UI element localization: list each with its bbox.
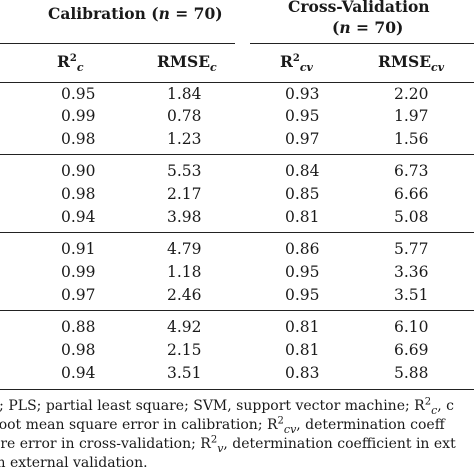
table-row-g3-r2-r2c: 0.99 <box>61 263 96 281</box>
calibration-header: Calibration (n = 70) <box>48 5 223 23</box>
footnote-line-2: root mean square error in calibration; R… <box>0 415 474 436</box>
table-row-g2-r2-r2c: 0.98 <box>61 185 96 203</box>
header-rule-crossval <box>250 43 474 44</box>
crossval-n-prefix: ( <box>332 18 340 37</box>
footnote-line-2-a: root mean square error in calibration; R <box>0 417 278 433</box>
r2cv-sub: cv <box>299 61 313 75</box>
table-row-g3-r1-rmsecv: 5.77 <box>394 240 429 258</box>
r2c-sub: c <box>76 61 84 75</box>
table-row-g3-r2-r2cv: 0.95 <box>285 263 320 281</box>
footnote-line-1-a: s; PLS; partial least square; SVM, suppo… <box>0 398 425 414</box>
table-row-g1-r2-rmsecv: 1.97 <box>394 107 429 125</box>
table-row-g3-r2-rmsec: 1.18 <box>167 263 202 281</box>
table-row-g1-r2-rmsec: 0.78 <box>167 107 202 125</box>
table-row-g3-r2-rmsecv: 3.36 <box>394 263 429 281</box>
r2c-base: R <box>57 52 70 71</box>
table-row-g1-r1-rmsec: 1.84 <box>167 85 202 103</box>
group-divider-3 <box>0 310 474 311</box>
rmsecv-base: RMSE <box>378 52 432 71</box>
table-row-g1-r2-r2cv: 0.95 <box>285 107 320 125</box>
table-row-g2-r1-r2c: 0.90 <box>61 162 96 180</box>
table-row-g3-r3-rmsec: 2.46 <box>167 286 202 304</box>
crossval-suffix: = 70) <box>350 18 404 37</box>
footnote-line-2-sub: cv <box>283 422 297 436</box>
table-row-g3-r3-rmsecv: 3.51 <box>394 286 429 304</box>
calibration-n: n <box>158 4 170 23</box>
table-row-g4-r3-rmsecv: 5.88 <box>394 364 429 382</box>
table-row-g2-r3-rmsec: 3.98 <box>167 208 202 226</box>
group-divider-1 <box>0 154 474 155</box>
table-row-g2-r2-rmsec: 2.17 <box>167 185 202 203</box>
table-row-g2-r2-r2cv: 0.85 <box>285 185 320 203</box>
table-row-g1-r1-r2cv: 0.93 <box>285 85 320 103</box>
table-row-g1-r3-r2cv: 0.97 <box>285 130 320 148</box>
footnote-line-3-b: , determination coefficient in ext <box>223 436 456 452</box>
r2cv-base: R <box>280 52 293 71</box>
table-row-g4-r1-r2cv: 0.81 <box>285 318 320 336</box>
table-row-g2-r3-rmsecv: 5.08 <box>394 208 429 226</box>
table-row-g4-r1-r2c: 0.88 <box>61 318 96 336</box>
crossval-header-line2: (n = 70) <box>332 19 403 37</box>
footnote-line-3: are error in cross-validation; R2v, dete… <box>0 434 474 455</box>
column-header-r2c: R2c <box>57 52 84 75</box>
rmsec-sub: c <box>210 61 217 75</box>
footnote-line-1-sup: 2 <box>424 396 432 408</box>
column-header-rmsec: RMSEc <box>157 52 217 75</box>
footnote-line-3-sub: v <box>217 441 224 455</box>
table-row-g3-r3-r2cv: 0.95 <box>285 286 320 304</box>
crossval-n: n <box>339 18 351 37</box>
table-row-g4-r1-rmsecv: 6.10 <box>394 318 429 336</box>
table-row-g2-r3-r2c: 0.94 <box>61 208 96 226</box>
footnote-line-3-sup: 2 <box>210 434 218 446</box>
column-header-rule <box>0 82 474 83</box>
calibration-suffix: = 70) <box>169 4 223 23</box>
footnote-line-1: s; PLS; partial least square; SVM, suppo… <box>0 396 474 417</box>
table-row-g4-r2-rmsecv: 6.69 <box>394 341 429 359</box>
table-row-g4-r2-r2cv: 0.81 <box>285 341 320 359</box>
r2cv-sup: 2 <box>292 52 300 64</box>
table-row-g2-r1-rmsec: 5.53 <box>167 162 202 180</box>
column-header-r2cv: R2cv <box>280 52 313 75</box>
table-row-g3-r1-r2c: 0.91 <box>61 240 96 258</box>
footnote-line-4: in external validation. <box>0 455 148 471</box>
table-bottom-rule <box>0 389 474 390</box>
column-header-rmsecv: RMSEcv <box>378 52 445 75</box>
footnote-line-1-b: , c <box>437 398 454 414</box>
table-row-g4-r1-rmsec: 4.92 <box>167 318 202 336</box>
table-row-g3-r1-r2cv: 0.86 <box>285 240 320 258</box>
table-row-g4-r3-rmsec: 3.51 <box>167 364 202 382</box>
crossval-header-line1: Cross-Validation <box>288 0 430 16</box>
table-row-g2-r2-rmsecv: 6.66 <box>394 185 429 203</box>
rmsec-base: RMSE <box>157 52 211 71</box>
table-row-g1-r1-rmsecv: 2.20 <box>394 85 429 103</box>
table-row-g4-r2-r2c: 0.98 <box>61 341 96 359</box>
group-divider-2 <box>0 232 474 233</box>
table-row-g2-r3-r2cv: 0.81 <box>285 208 320 226</box>
footnote-line-2-b: , determination coeff <box>296 417 445 433</box>
table-row-g4-r2-rmsec: 2.15 <box>167 341 202 359</box>
table-row-g4-r3-r2c: 0.94 <box>61 364 96 382</box>
table-row-g4-r3-r2cv: 0.83 <box>285 364 320 382</box>
footnote-line-3-a: are error in cross-validation; R <box>0 436 211 452</box>
table-row-g1-r2-r2c: 0.99 <box>61 107 96 125</box>
rmsecv-sub: cv <box>431 61 445 75</box>
footnote-line-2-sup: 2 <box>277 415 284 427</box>
table-row-g1-r3-rmsecv: 1.56 <box>394 130 429 148</box>
table-row-g1-r3-rmsec: 1.23 <box>167 130 202 148</box>
table-row-g2-r1-r2cv: 0.84 <box>285 162 320 180</box>
footnote-line-1-sub: c <box>431 403 438 417</box>
header-rule-calibration <box>0 43 235 44</box>
calibration-label: Calibration ( <box>48 4 159 23</box>
r2c-sup: 2 <box>69 52 77 64</box>
table-row-g1-r3-r2c: 0.98 <box>61 130 96 148</box>
table-row-g1-r1-r2c: 0.95 <box>61 85 96 103</box>
table-row-g3-r3-r2c: 0.97 <box>61 286 96 304</box>
table-row-g3-r1-rmsec: 4.79 <box>167 240 202 258</box>
table-row-g2-r1-rmsecv: 6.73 <box>394 162 429 180</box>
